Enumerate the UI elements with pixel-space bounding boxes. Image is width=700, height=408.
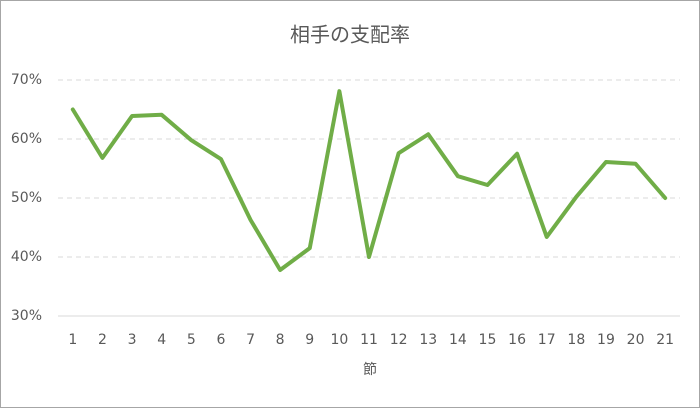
x-tick-label: 15 <box>479 332 497 348</box>
x-tick-label: 16 <box>508 332 526 348</box>
x-tick-label: 6 <box>216 332 225 348</box>
x-tick-label: 17 <box>538 332 556 348</box>
x-tick-label: 21 <box>656 332 674 348</box>
y-tick-label: 60% <box>11 131 42 147</box>
y-tick-label: 50% <box>11 190 42 206</box>
data-line <box>70 89 668 272</box>
y-tick-label: 30% <box>11 308 42 324</box>
x-tick-label: 12 <box>390 332 408 348</box>
x-tick-label: 18 <box>567 332 585 348</box>
chart-title: 相手の支配率 <box>290 23 410 47</box>
x-tick-label: 9 <box>305 332 314 348</box>
x-tick-label: 19 <box>597 332 615 348</box>
x-tick-label: 14 <box>449 332 467 348</box>
x-tick-label: 13 <box>419 332 437 348</box>
x-tick-label: 20 <box>627 332 645 348</box>
x-tick-label: 2 <box>98 332 107 348</box>
x-tick-label: 8 <box>276 332 285 348</box>
x-tick-label: 1 <box>68 332 77 348</box>
y-tick-label: 70% <box>11 72 42 88</box>
x-tick-label: 7 <box>246 332 255 348</box>
x-tick-label: 5 <box>187 332 196 348</box>
x-tick-label: 3 <box>128 332 137 348</box>
x-tick-label: 10 <box>330 332 348 348</box>
y-tick-label: 40% <box>11 249 42 265</box>
x-axis-label: 節 <box>363 361 377 378</box>
x-tick-label: 4 <box>157 332 166 348</box>
x-tick-label: 11 <box>360 332 378 348</box>
